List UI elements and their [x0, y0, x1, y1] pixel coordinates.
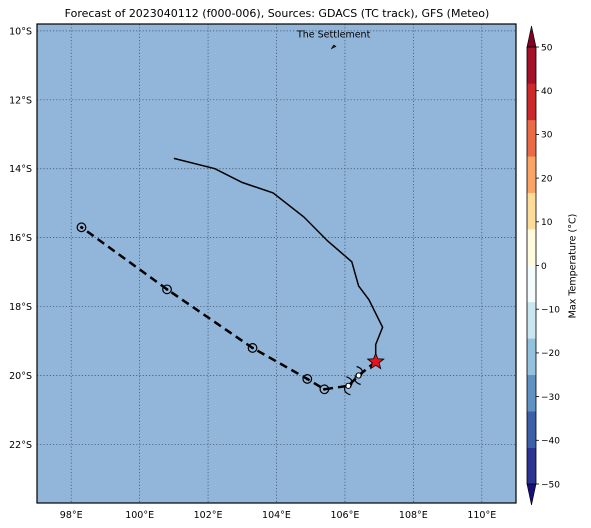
forecast-track-line [80, 226, 377, 391]
x-tick-label: 110°E [467, 510, 496, 521]
cyclone-tracks [76, 157, 385, 396]
island-shape-icon [330, 44, 337, 50]
forecast-point-dot [80, 225, 83, 229]
x-tick-label: 108°E [399, 510, 428, 521]
x-tick-label: 104°E [262, 510, 291, 521]
colorbar-segment [527, 83, 536, 121]
forecast-point-marker [319, 384, 330, 395]
colorbar-extend-high [526, 25, 537, 48]
tc-icon-arm [346, 376, 353, 388]
colorbar-tick-label: 10 [541, 218, 553, 228]
colorbar: 50 40 30 20 10 0 −10 −20 −30 −40 −50 [526, 25, 560, 506]
x-tick-label: 98°E [60, 510, 83, 521]
axis-ticks: 98°E 100°E 102°E 104°E 106°E 108°E 110°E 10°S 12… [9, 26, 496, 521]
forecast-point-dot [165, 287, 169, 291]
tc-icon-center [345, 382, 352, 389]
colorbar-segment [527, 338, 536, 376]
colorbar-tick-label: −40 [541, 437, 560, 447]
tc-icon-arm [343, 384, 351, 396]
map-title: Forecast of 2023040112 (f000-006), Sourc… [64, 7, 490, 20]
colorbar-segment [527, 47, 536, 84]
colorbar-segment [527, 301, 536, 339]
colorbar-segment [527, 192, 536, 230]
map-frame [36, 23, 517, 504]
forecast-point-dot [323, 387, 326, 391]
place-marker-group: The Settlement [296, 29, 371, 50]
x-tick-label: 102°E [194, 510, 223, 521]
colorbar-extend-low [526, 483, 537, 506]
colorbar-tick-label: 40 [541, 87, 553, 97]
place-label: The Settlement [296, 29, 371, 40]
x-tick-label: 100°E [125, 510, 154, 521]
colorbar-segment [527, 447, 536, 485]
colorbar-segment [527, 156, 536, 193]
forecast-point-marker [302, 374, 313, 384]
forecast-point-dot [305, 377, 309, 381]
y-tick-label: 10°S [9, 26, 32, 37]
colorbar-tick-label: 30 [541, 131, 553, 141]
colorbar-tick-label: 50 [541, 43, 553, 53]
forecast-point-dot [251, 346, 254, 350]
colorbar-tick-label: −50 [541, 480, 560, 490]
tropical-cyclone-icon [343, 376, 353, 396]
y-tick-label: 20°S [9, 371, 32, 382]
tc-icon-center [355, 372, 362, 379]
current-position-star-icon [366, 352, 385, 370]
forecast-point-marker [247, 343, 258, 353]
colorbar-segment [527, 374, 536, 412]
colorbar-segment [527, 411, 536, 448]
tc-icon-arm [356, 365, 363, 377]
y-tick-label: 18°S [9, 302, 32, 313]
colorbar-segment [527, 229, 536, 266]
y-tick-label: 14°S [9, 164, 32, 175]
colorbar-tick-label: −10 [541, 306, 560, 316]
forecast-point-marker [162, 284, 172, 295]
ocean-background [37, 24, 516, 503]
colorbar-segment [527, 265, 536, 303]
colorbar-tick-label: 20 [541, 174, 553, 184]
colorbar-tick-label: −20 [541, 349, 560, 359]
colorbar-tick-label: −30 [541, 393, 560, 403]
y-tick-label: 22°S [9, 440, 32, 451]
colorbar-segment [527, 119, 536, 157]
tropical-cyclone-icon [354, 365, 363, 386]
y-tick-label: 16°S [9, 233, 32, 244]
x-tick-label: 106°E [330, 510, 359, 521]
tc-icon-arm [354, 374, 361, 386]
y-tick-label: 12°S [9, 95, 32, 106]
colorbar-tick-label: 0 [541, 262, 547, 272]
past-track-line [173, 157, 384, 362]
colorbar-label: Max Temperature (°C) [567, 213, 579, 319]
forecast-point-marker [76, 222, 87, 233]
